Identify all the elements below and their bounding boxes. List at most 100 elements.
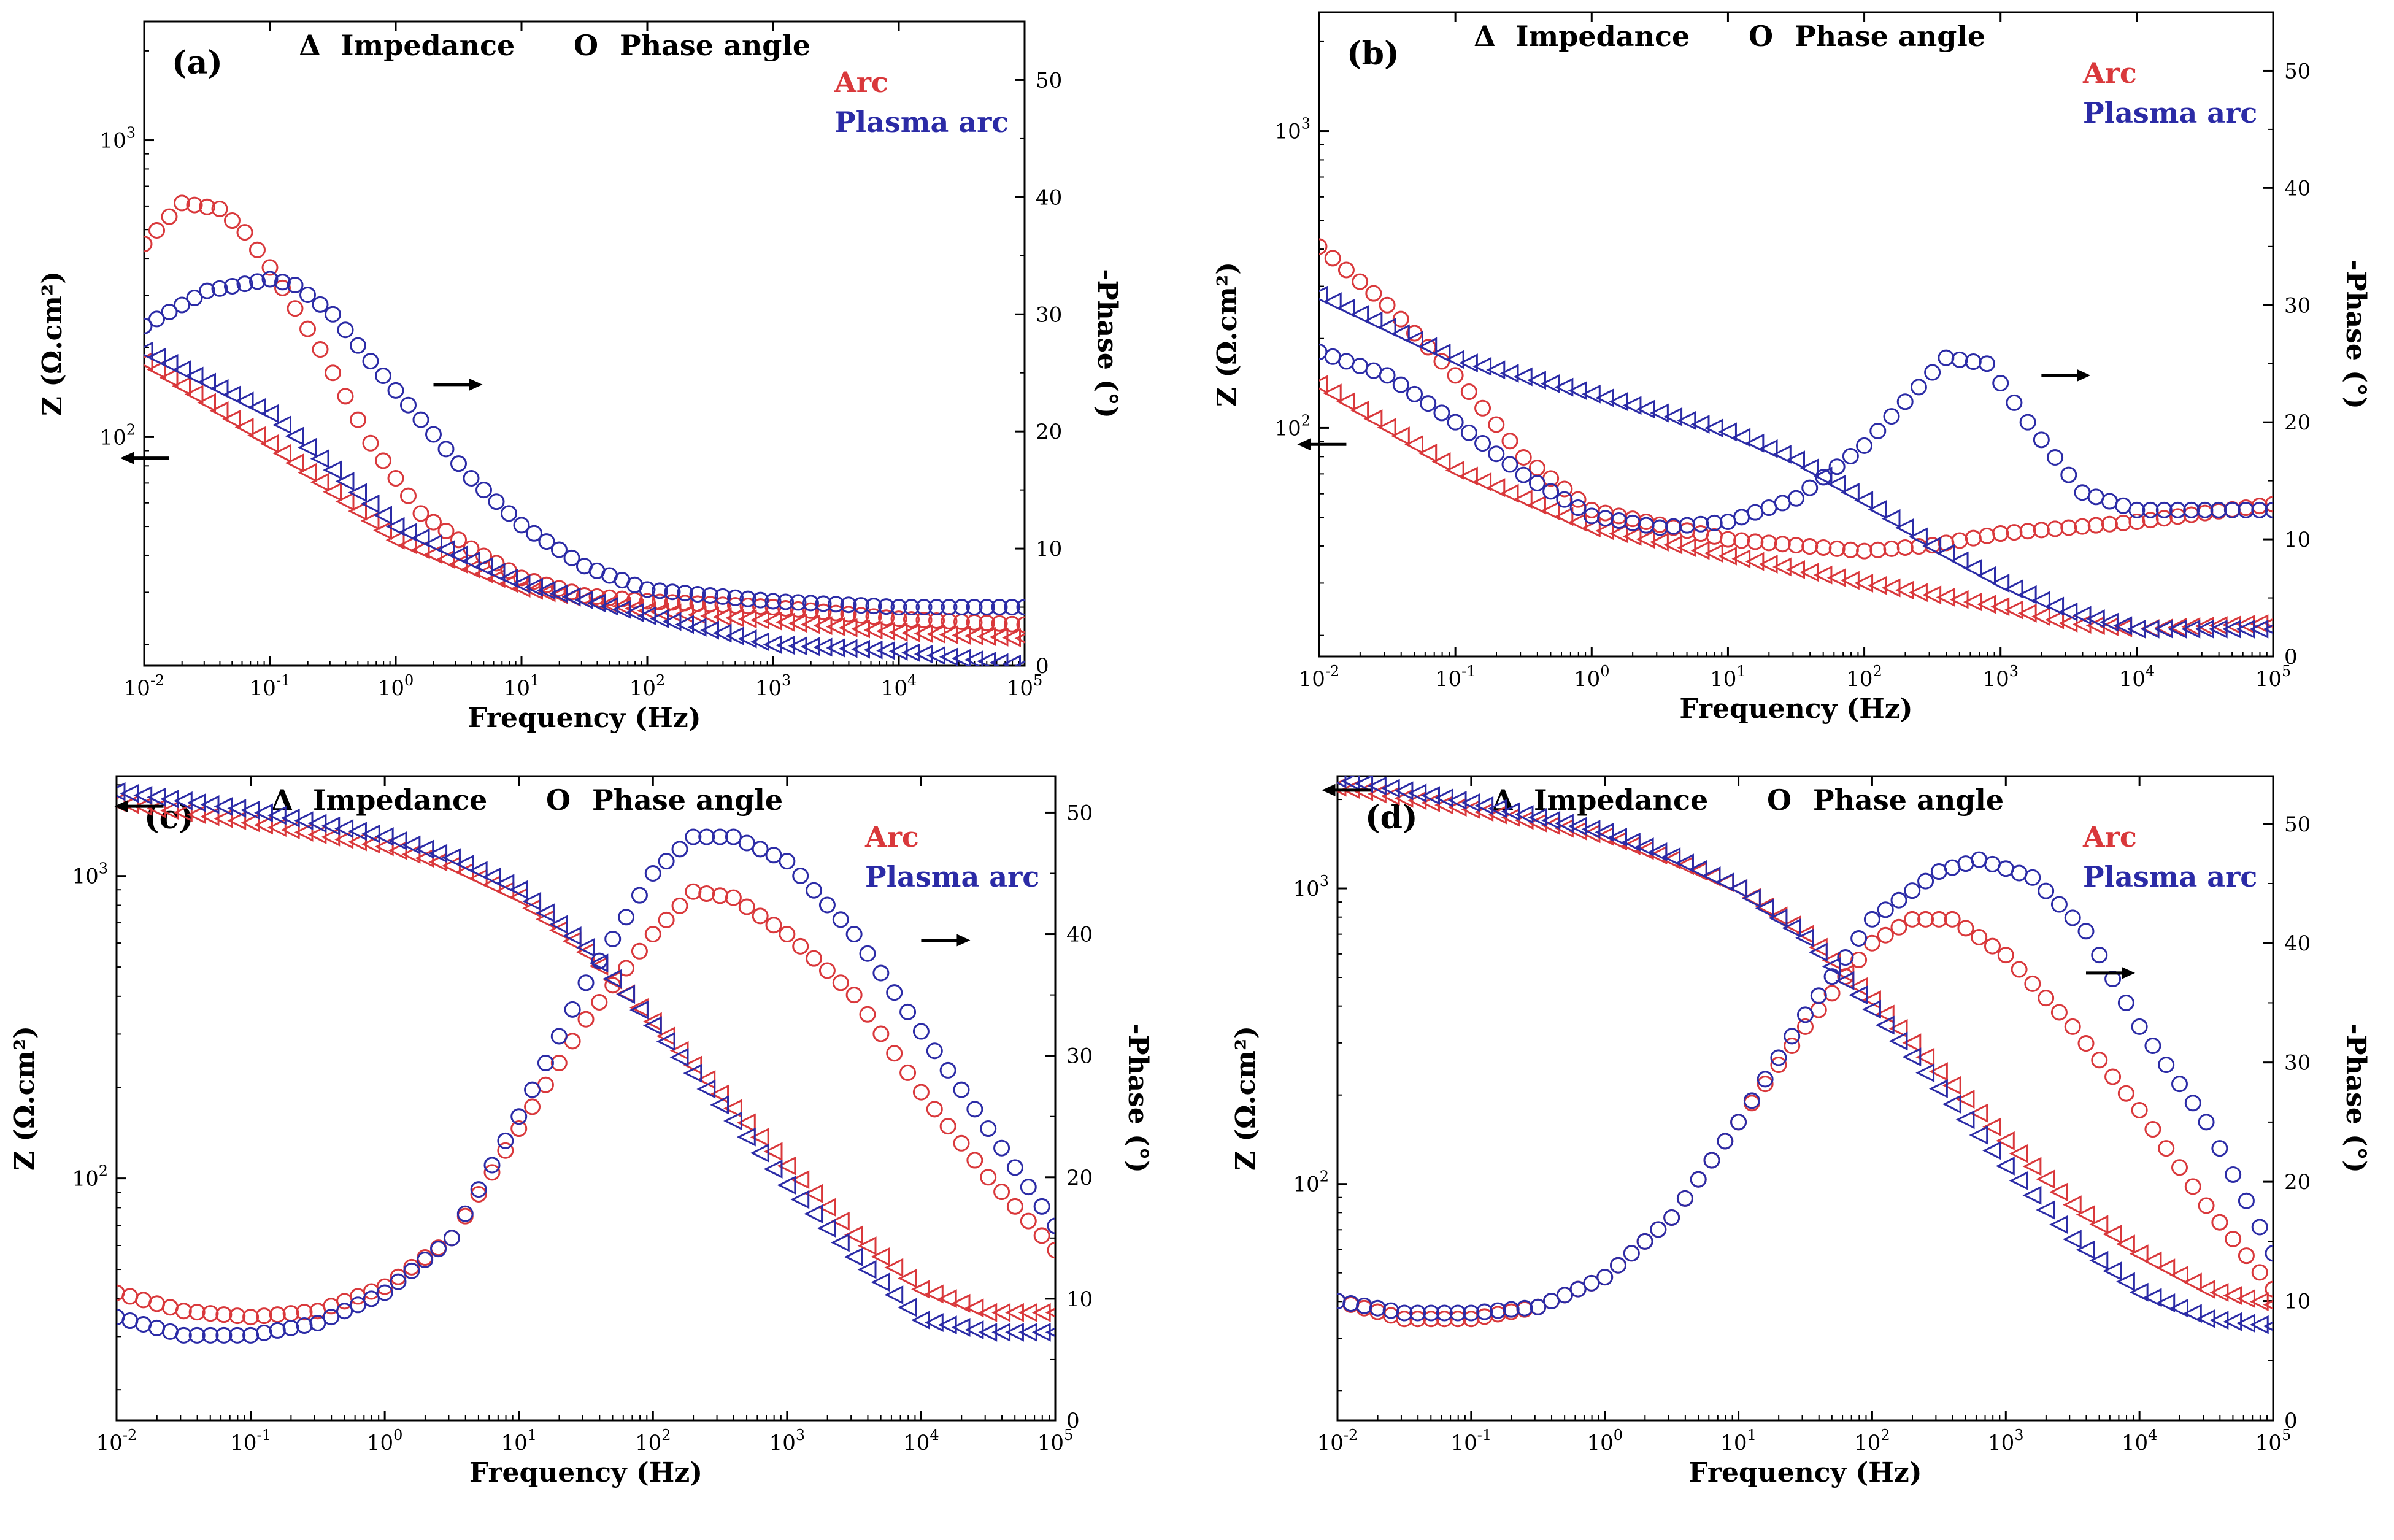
impedance-arc-point (2017, 604, 2037, 623)
tick-label: 104 (903, 1426, 939, 1455)
tick-label: 10 (2284, 528, 2311, 552)
impedance-plasma-point (1728, 879, 1748, 898)
tick-label: 100 (1587, 1426, 1623, 1455)
y-right-axis-label: -Phase (°) (2340, 1023, 2371, 1173)
impedance-plasma-point (2168, 619, 2187, 639)
phase-arc-point (939, 1118, 956, 1135)
tick-label: 30 (2284, 293, 2311, 318)
legend-triangle-symbol: Δ (271, 783, 293, 817)
phase-arc-point (1842, 541, 1859, 558)
phase-arc-point (591, 993, 608, 1011)
impedance-plasma-point (321, 816, 341, 836)
phase-arc-point (802, 602, 819, 619)
phase-plasma-point (903, 599, 920, 616)
phase-plasma-point (1623, 1245, 1640, 1262)
impedance-arc-point (1731, 549, 1751, 569)
phase-arc-point (1944, 911, 1961, 928)
tick-label: 104 (881, 672, 917, 701)
phase-plasma-point (1449, 1304, 1466, 1322)
impedance-plasma-point (1902, 1047, 1922, 1067)
phase-arc-point (980, 1169, 997, 1186)
tick-label: 0 (1066, 1409, 1080, 1433)
phase-arc-point (483, 1164, 501, 1181)
phase-plasma-point (2158, 1057, 2175, 1074)
impedance-plasma-point (2009, 1171, 2028, 1190)
y-right-axis-label: -Phase (°) (1122, 1023, 1153, 1173)
phase-plasma-point (1515, 466, 1532, 483)
impedance-plasma-point (536, 580, 556, 600)
impedance-plasma-point (599, 596, 618, 616)
phase-plasma-point (1703, 1152, 1720, 1169)
impedance-plasma-point (1404, 331, 1423, 350)
impedance-arc-point (1486, 478, 1506, 498)
impedance-plasma-point (637, 606, 656, 626)
impedance-arc-point (436, 550, 455, 569)
impedance-plasma-point (1501, 802, 1520, 822)
phase-plasma-point (1747, 504, 1764, 521)
phase-plasma-point (671, 841, 688, 858)
impedance-arc-point (234, 417, 254, 437)
impedance-plasma-point (1568, 381, 1587, 401)
phase-plasma-point (135, 1315, 152, 1333)
phase-arc-point (698, 885, 715, 903)
phase-arc-point (2225, 1230, 2242, 1247)
tick-label: 10-1 (1451, 1426, 1492, 1455)
impedance-plasma-point (2195, 619, 2214, 639)
phase-plasma-point (350, 337, 366, 354)
phase-plasma-point (475, 482, 492, 499)
phase-plasma-point (1743, 1092, 1760, 1109)
phase-arc-point (779, 926, 796, 943)
phase-plasma-point (604, 930, 622, 947)
impedance-plasma-point (629, 1000, 649, 1020)
phase-arc-point (1352, 273, 1369, 290)
impedance-plasma-point (401, 835, 421, 855)
impedance-plasma-point (468, 861, 488, 880)
impedance-arc-point (2116, 1234, 2135, 1254)
phase-plasma-point (1896, 393, 1914, 410)
phase-plasma-point (524, 1081, 541, 1098)
phase-arc-point (1904, 911, 1921, 928)
impedance-arc-point (924, 1284, 944, 1304)
phase-plasma-point (1917, 872, 1934, 890)
legend-arc: Arc (864, 820, 919, 853)
tick-label: 50 (2284, 59, 2311, 83)
impedance-arc-point (2045, 610, 2065, 629)
legend-impedance: Impedance (1534, 783, 1708, 817)
tick-label: 103 (1982, 663, 2019, 691)
phase-arc-point (577, 1011, 595, 1028)
phase-arc-point (242, 1309, 260, 1326)
phase-plasma-point (1733, 509, 1750, 526)
phase-plasma-point (2210, 501, 2227, 518)
impedance-arc-point (939, 625, 958, 644)
impedance-arc-point (884, 1258, 904, 1277)
impedance-plasma-point (511, 574, 531, 594)
phase-arc-point (1447, 367, 1464, 384)
phase-plasma-point (1730, 1114, 1747, 1131)
phase-plasma-point (1869, 423, 1887, 439)
phase-plasma-point (2155, 501, 2173, 518)
impedance-plasma-point (1661, 847, 1681, 866)
impedance-plasma-point (700, 620, 719, 640)
phase-plasma-point (859, 945, 876, 962)
phase-plasma-point (953, 1081, 970, 1098)
phase-plasma-point (714, 588, 731, 605)
phase-plasma-point (1503, 1301, 1520, 1318)
impedance-arc-point (2036, 1169, 2055, 1189)
plot-frame (1318, 11, 2274, 658)
impedance-arc-point (926, 625, 945, 644)
phase-plasma-point (752, 591, 769, 609)
phase-plasma-point (1665, 518, 1682, 535)
phase-plasma-point (806, 882, 823, 899)
phase-plasma-point (979, 599, 995, 616)
phase-arc-point (2047, 520, 2064, 537)
impedance-plasma-point (1868, 500, 1887, 519)
phase-plasma-point (148, 310, 165, 328)
phase-plasma-point (1396, 1304, 1413, 1322)
impedance-plasma-point (335, 472, 355, 491)
phase-plasma-point (2251, 501, 2268, 518)
phase-plasma-point (1890, 891, 1907, 909)
phase-plasma-point (652, 582, 668, 599)
impedance-arc-point (1459, 466, 1478, 486)
y-left-axis-label: Z (Ω.cm²) (9, 1026, 40, 1171)
phase-arc-point (738, 898, 755, 915)
